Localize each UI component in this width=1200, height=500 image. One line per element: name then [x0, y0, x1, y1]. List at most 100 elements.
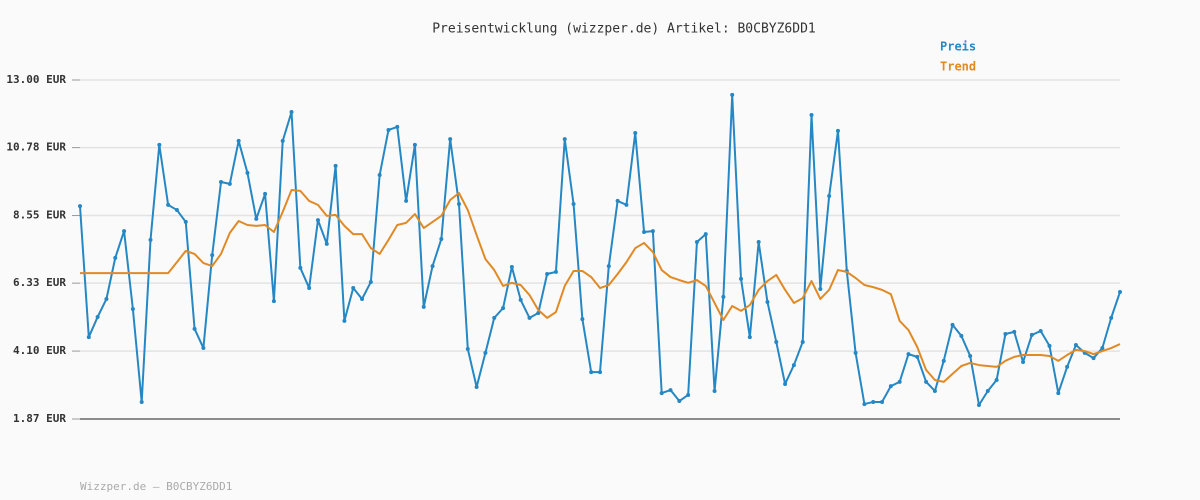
point [924, 379, 929, 384]
point [95, 314, 100, 319]
point [439, 236, 444, 241]
point [1073, 342, 1078, 347]
y-tick-label: 8.55 EUR [13, 209, 66, 222]
point [800, 339, 805, 344]
point [818, 286, 823, 291]
point [994, 378, 999, 383]
point [474, 385, 479, 390]
point [871, 399, 876, 404]
point [183, 219, 188, 224]
point [210, 253, 215, 258]
point [835, 128, 840, 133]
point [1065, 364, 1070, 369]
point [139, 399, 144, 404]
point [941, 358, 946, 363]
point [580, 317, 585, 322]
point [448, 137, 453, 142]
legend-label: Preis [940, 40, 976, 54]
point [236, 138, 241, 143]
point [1091, 356, 1096, 361]
point [959, 333, 964, 338]
point [342, 318, 347, 323]
point [932, 388, 937, 393]
point [703, 232, 708, 237]
point [571, 201, 576, 206]
point [774, 339, 779, 344]
point [324, 241, 329, 246]
point [333, 163, 338, 168]
point [677, 399, 682, 404]
legend: Preis Trend [940, 40, 976, 74]
point [976, 402, 981, 407]
point [1029, 332, 1034, 337]
point [1118, 289, 1122, 294]
point [553, 269, 558, 274]
point [888, 384, 893, 389]
legend-label: Trend [940, 60, 976, 74]
point [906, 352, 911, 357]
point [783, 381, 788, 386]
point [148, 237, 153, 242]
point [589, 370, 594, 375]
y-tick-label: 1.87 EUR [13, 412, 66, 425]
point [271, 299, 276, 304]
point [289, 109, 294, 114]
point [245, 170, 250, 175]
point [633, 130, 638, 135]
plot [78, 92, 1122, 407]
point [157, 142, 162, 147]
point [765, 300, 770, 305]
point [227, 181, 232, 186]
point [192, 326, 197, 331]
point [985, 388, 990, 393]
point [263, 191, 268, 196]
point [78, 204, 82, 209]
point [809, 113, 814, 118]
point [1056, 391, 1061, 396]
point [113, 255, 118, 260]
point [351, 286, 356, 291]
point [386, 127, 391, 132]
point [827, 194, 832, 199]
point [492, 315, 497, 320]
point [880, 399, 885, 404]
point [624, 202, 629, 207]
footer: Wizzper.de – B0CBYZ6DD1 [80, 480, 232, 493]
point [254, 216, 259, 221]
point [1012, 329, 1017, 334]
point [509, 265, 514, 270]
point [650, 229, 655, 234]
point [598, 370, 602, 375]
point [1109, 315, 1114, 320]
point [721, 294, 726, 299]
point [562, 137, 567, 142]
point [968, 353, 973, 358]
point [201, 346, 206, 351]
point [1038, 328, 1043, 333]
point [298, 265, 303, 270]
point [747, 335, 752, 340]
point [686, 392, 691, 397]
point [174, 208, 179, 213]
point [219, 180, 224, 185]
point [404, 198, 409, 203]
point [86, 335, 91, 340]
point [130, 307, 135, 312]
point [360, 296, 365, 301]
point [791, 363, 796, 368]
line-trend [80, 188, 1121, 383]
point [659, 391, 664, 396]
point [642, 229, 647, 234]
point [668, 388, 673, 393]
point [545, 272, 550, 277]
point [518, 297, 523, 302]
point [421, 304, 426, 309]
point [368, 279, 373, 284]
point [1047, 343, 1052, 348]
y-tick-label: 4.10 EUR [13, 344, 66, 357]
point [950, 322, 955, 327]
point [122, 229, 127, 234]
point [915, 354, 920, 359]
point [307, 286, 312, 291]
point [1003, 332, 1008, 337]
